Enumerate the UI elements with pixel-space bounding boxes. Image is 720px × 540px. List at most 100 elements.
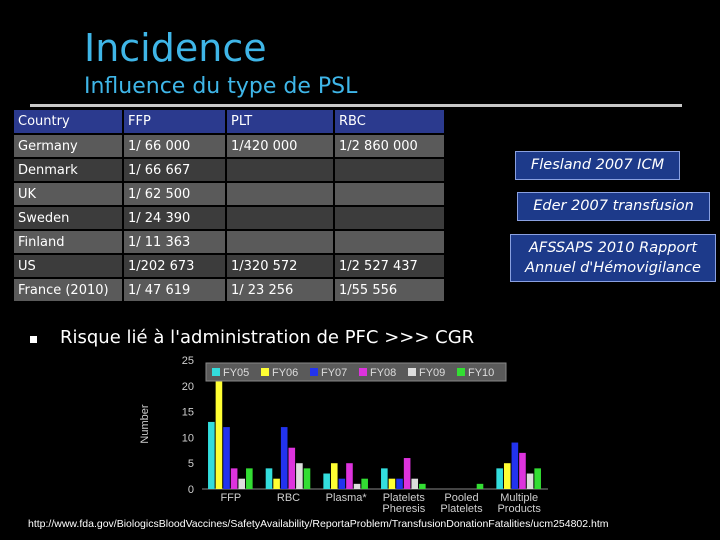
bar	[323, 473, 330, 489]
table-cell	[334, 206, 446, 231]
bar	[526, 473, 534, 489]
bar	[419, 483, 426, 489]
table-cell: 1/ 66 667	[123, 158, 227, 183]
bar	[476, 483, 484, 489]
table-row: Denmark 1/ 66 667	[14, 158, 446, 183]
bar	[411, 478, 419, 489]
slide-subtitle: Influence du type de PSL	[84, 74, 358, 99]
legend-label: FY09	[419, 367, 445, 379]
bar	[496, 468, 503, 489]
legend-swatch	[457, 368, 465, 376]
table-cell: 1/ 47 619	[123, 278, 227, 303]
bar	[353, 483, 361, 489]
bar	[381, 468, 388, 489]
table-cell: 1/ 24 390	[123, 206, 227, 231]
bar	[246, 468, 253, 489]
bar	[238, 478, 246, 489]
legend-label: FY06	[272, 367, 298, 379]
table-cell: 1/ 11 363	[123, 230, 227, 255]
fatalities-bar-chart: Number 0 5 10 15 20 25 FFP RBC Plasma* Platelets Ph…	[139, 355, 548, 515]
x-tick-label: Pooled Platelets	[440, 492, 483, 515]
table-row: UK 1/ 62 500	[14, 182, 446, 207]
legend-label: FY08	[370, 367, 396, 379]
bar	[230, 468, 238, 489]
table-row: Finland 1/ 11 363	[14, 230, 446, 255]
table-cell: 1/320 572	[226, 254, 335, 279]
bar	[296, 463, 303, 489]
legend-box	[205, 362, 507, 382]
table-cell: 1/ 66 000	[123, 134, 227, 159]
table-row: Germany 1/ 66 000 1/420 000 1/2 860 000	[14, 134, 446, 159]
table-cell: Sweden	[14, 206, 124, 231]
table-cell: UK	[14, 182, 124, 207]
table-cell	[334, 182, 446, 207]
y-tick-label: 25	[182, 355, 194, 367]
legend-label: FY07	[321, 367, 347, 379]
bar	[330, 463, 338, 489]
bar	[265, 468, 273, 489]
table-row: US 1/202 673 1/320 572 1/2 527 437	[14, 254, 446, 279]
table-header-cell: Country	[14, 110, 124, 135]
bar	[534, 468, 541, 489]
table-cell	[226, 182, 335, 207]
bar	[388, 478, 396, 489]
table-cell	[226, 206, 335, 231]
bullet-text: Risque lié à l'administration de PFC >>>…	[60, 327, 475, 348]
bullet-marker	[30, 336, 37, 343]
bar	[280, 427, 288, 489]
slide-title: Incidence	[84, 26, 267, 70]
table-cell: 1/2 860 000	[334, 134, 446, 159]
y-tick-label: 20	[182, 381, 194, 393]
table-header-cell: FFP	[123, 110, 227, 135]
incidence-table: Country FFP PLT RBC Germany 1/ 66 000 1/…	[14, 110, 446, 303]
y-tick-label: 0	[188, 484, 194, 496]
x-tick-label: Multiple Products	[497, 492, 541, 515]
bar	[303, 468, 311, 489]
table-cell: US	[14, 254, 124, 279]
legend-swatch	[310, 368, 318, 376]
legend-swatch	[261, 368, 269, 376]
reference-afssaps: AFSSAPS 2010 Rapport Annuel d'Hémovigila…	[510, 234, 716, 282]
bar	[273, 478, 280, 489]
legend-swatch	[408, 368, 416, 376]
title-divider	[30, 104, 682, 107]
x-tick-label: Platelets Pheresis	[382, 492, 425, 515]
x-tick-label: RBC	[277, 492, 300, 504]
reference-eder: Eder 2007 transfusion	[517, 192, 710, 221]
table-cell: Germany	[14, 134, 124, 159]
legend-label: FY05	[223, 367, 249, 379]
bar	[511, 442, 519, 489]
table-cell: France (2010)	[14, 278, 124, 303]
table-cell	[226, 158, 335, 183]
table-cell: 1/2 527 437	[334, 254, 446, 279]
bar	[503, 463, 511, 489]
bar	[208, 421, 215, 489]
table-cell	[226, 230, 335, 255]
bar	[361, 478, 368, 489]
table-cell: Finland	[14, 230, 124, 255]
table-row: France (2010) 1/ 47 619 1/ 23 256 1/55 5…	[14, 278, 446, 303]
table-cell: 1/ 23 256	[226, 278, 335, 303]
bar	[223, 427, 230, 489]
table-header-cell: RBC	[334, 110, 446, 135]
y-tick-label: 10	[182, 432, 194, 444]
bar	[403, 458, 411, 489]
table-cell: Denmark	[14, 158, 124, 183]
x-tick-label: Plasma*	[326, 492, 368, 504]
table-cell: 1/202 673	[123, 254, 227, 279]
table-cell: 1/55 556	[334, 278, 446, 303]
table-cell	[334, 230, 446, 255]
legend-swatch	[359, 368, 367, 376]
y-tick-label: 15	[182, 407, 194, 419]
y-axis-label: Number	[139, 404, 151, 443]
bar	[338, 478, 346, 489]
legend-swatch	[212, 368, 220, 376]
bar	[519, 452, 526, 489]
table-cell: 1/420 000	[226, 134, 335, 159]
bar	[396, 478, 403, 489]
bar	[346, 463, 353, 489]
source-url: http://www.fda.gov/BiologicsBloodVaccine…	[28, 518, 609, 530]
bar	[215, 375, 223, 489]
legend-label: FY10	[468, 367, 494, 379]
table-header-row: Country FFP PLT RBC	[14, 110, 446, 135]
